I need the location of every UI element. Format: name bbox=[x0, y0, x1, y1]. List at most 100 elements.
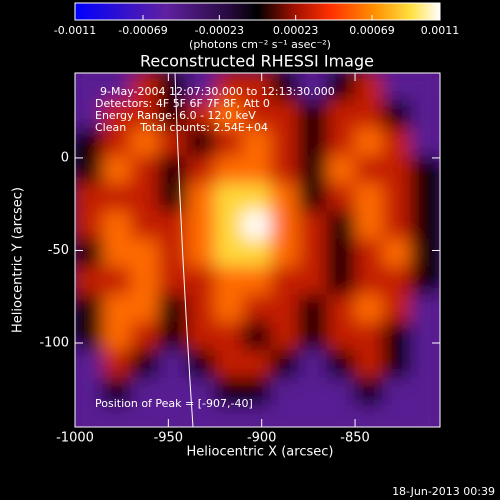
heatmap-cell bbox=[298, 183, 328, 213]
heatmap-cell bbox=[382, 155, 412, 185]
x-tick-label: -900 bbox=[247, 431, 277, 446]
heatmap-cell bbox=[270, 405, 300, 427]
heatmap-cell bbox=[410, 73, 440, 102]
colorbar-tick-label: -0.00023 bbox=[195, 24, 244, 37]
heatmap-cell bbox=[298, 211, 328, 240]
heatmap-cell bbox=[186, 322, 216, 351]
heatmap-cell bbox=[75, 377, 104, 407]
colorbar-tick-label: 0.00023 bbox=[273, 24, 319, 37]
heatmap-cell bbox=[354, 238, 384, 268]
heatmap-cell bbox=[326, 238, 356, 268]
y-tick-label: -50 bbox=[48, 243, 69, 258]
heatmap-cell bbox=[410, 155, 440, 185]
chart-title: Reconstructed RHESSI Image bbox=[140, 52, 374, 71]
colorbar-label: (photons cm⁻² s⁻¹ asec⁻²) bbox=[189, 38, 331, 51]
plot-area bbox=[75, 73, 440, 427]
heatmap-cell bbox=[242, 127, 272, 157]
heatmap-cell bbox=[354, 349, 384, 379]
heatmap-cell bbox=[354, 266, 384, 296]
heatmap-cell bbox=[75, 294, 104, 324]
heatmap-cell bbox=[214, 211, 244, 240]
heatmap-cell bbox=[298, 294, 328, 324]
heatmap-cell bbox=[102, 155, 132, 185]
heatmap-cell bbox=[354, 183, 384, 213]
heatmap-cell bbox=[242, 322, 272, 351]
heatmap-cell bbox=[326, 322, 356, 351]
heatmap-cell bbox=[158, 322, 188, 351]
heatmap-cell bbox=[75, 405, 104, 427]
heatmap-cell bbox=[326, 73, 356, 102]
heatmap-cell bbox=[102, 183, 132, 213]
heatmap-cell bbox=[158, 405, 188, 427]
heatmap-cell bbox=[382, 238, 412, 268]
heatmap-cell bbox=[214, 405, 244, 427]
heatmap-cell bbox=[75, 266, 104, 296]
heatmap-cell bbox=[130, 73, 160, 102]
heatmap-cell bbox=[298, 405, 328, 427]
heatmap-cell bbox=[270, 155, 300, 185]
heatmap-cell bbox=[270, 266, 300, 296]
heatmap-cell bbox=[214, 100, 244, 129]
heatmap-cell bbox=[186, 405, 216, 427]
heatmap-cell bbox=[102, 349, 132, 379]
heatmap-cell bbox=[186, 155, 216, 185]
heatmap-cell bbox=[186, 349, 216, 379]
heatmap-cell bbox=[130, 238, 160, 268]
heatmap-cell bbox=[214, 266, 244, 296]
heatmap-cell bbox=[410, 377, 440, 407]
y-axis-title: Heliocentric Y (arcsec) bbox=[11, 187, 26, 333]
heatmap-cell bbox=[186, 238, 216, 268]
heatmap-cell bbox=[130, 349, 160, 379]
heatmap-cell bbox=[130, 377, 160, 407]
heatmap-cell bbox=[298, 349, 328, 379]
heatmap-cell bbox=[130, 211, 160, 240]
heatmap-cell bbox=[382, 183, 412, 213]
heatmap-cell bbox=[298, 322, 328, 351]
colorbar-tick-label: 0.0011 bbox=[421, 24, 460, 37]
heatmap-cell bbox=[354, 405, 384, 427]
heatmap-cell bbox=[242, 73, 272, 102]
heatmap-cell bbox=[326, 294, 356, 324]
annotation: Clean Total counts: 2.54E+04 bbox=[95, 121, 268, 134]
heatmap-cell bbox=[75, 127, 104, 157]
heatmap-cell bbox=[410, 405, 440, 427]
heatmap-cell bbox=[102, 73, 132, 102]
heatmap-cell bbox=[382, 349, 412, 379]
heatmap-cell bbox=[214, 294, 244, 324]
heatmap-cell bbox=[75, 155, 104, 185]
heatmap-cell bbox=[158, 377, 188, 407]
heatmap-cell bbox=[130, 183, 160, 213]
heatmap-cell bbox=[158, 73, 188, 102]
heatmap-cell bbox=[354, 322, 384, 351]
heatmap-cell bbox=[382, 127, 412, 157]
colorbar bbox=[74, 2, 441, 21]
heatmap-cell bbox=[75, 73, 104, 102]
heatmap-cell bbox=[298, 127, 328, 157]
y-tick-label: 0 bbox=[61, 150, 69, 165]
heatmap-cell bbox=[270, 183, 300, 213]
heatmap-cell bbox=[298, 155, 328, 185]
heatmap-cell bbox=[75, 100, 104, 129]
heatmap-cell bbox=[242, 377, 272, 407]
heatmap-cell bbox=[410, 100, 440, 129]
heatmap-cell bbox=[326, 100, 356, 129]
heatmap-cell bbox=[410, 211, 440, 240]
heatmap-cell bbox=[102, 294, 132, 324]
heatmap-cell bbox=[186, 266, 216, 296]
heatmap-cell bbox=[214, 322, 244, 351]
heatmap-cell bbox=[298, 73, 328, 102]
heatmap-cell bbox=[382, 73, 412, 102]
heatmap-cell bbox=[75, 211, 104, 240]
heatmap-cell bbox=[186, 73, 216, 102]
heatmap-cell bbox=[158, 349, 188, 379]
heatmap-cell bbox=[354, 100, 384, 129]
heatmap-cell bbox=[270, 127, 300, 157]
heatmap-cell bbox=[214, 238, 244, 268]
heatmap-cell bbox=[186, 100, 216, 129]
x-tick-label: -850 bbox=[340, 431, 370, 446]
heatmap-cell bbox=[214, 377, 244, 407]
heatmap-cell bbox=[354, 211, 384, 240]
heatmap-cell bbox=[102, 238, 132, 268]
heatmap-cell bbox=[326, 349, 356, 379]
